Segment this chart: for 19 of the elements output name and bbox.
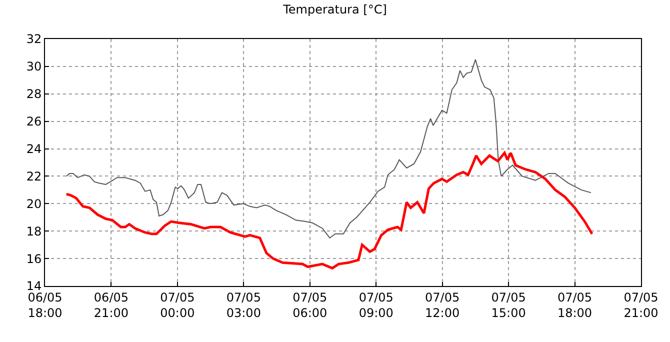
y-tick-label: 24 xyxy=(26,142,42,156)
y-tick-label: 30 xyxy=(26,60,42,74)
y-tick-label: 16 xyxy=(26,252,42,266)
x-tick-label: 07/05 06:00 xyxy=(292,290,328,320)
x-tick-label: 07/05 12:00 xyxy=(425,290,460,320)
x-tick-label: 06/05 21:00 xyxy=(94,290,129,320)
y-tick-label: 18 xyxy=(26,224,42,238)
y-tick-label: 32 xyxy=(26,32,42,46)
y-tick-label: 26 xyxy=(26,114,42,129)
x-tick-label: 07/05 03:00 xyxy=(226,290,261,320)
x-tick-label: 07/05 15:00 xyxy=(491,290,526,320)
x-tick-label: 07/05 00:00 xyxy=(160,290,195,320)
x-tick-label: 07/05 09:00 xyxy=(358,290,394,320)
y-tick-label: 20 xyxy=(26,196,42,211)
y-tick-label: 22 xyxy=(26,169,42,184)
x-tick-label: 07/05 18:00 xyxy=(557,290,592,320)
x-tick-label: 07/05 21:00 xyxy=(624,290,658,320)
y-tick-label: 28 xyxy=(26,87,42,102)
chart-title: Temperatura [°C] xyxy=(282,2,387,17)
